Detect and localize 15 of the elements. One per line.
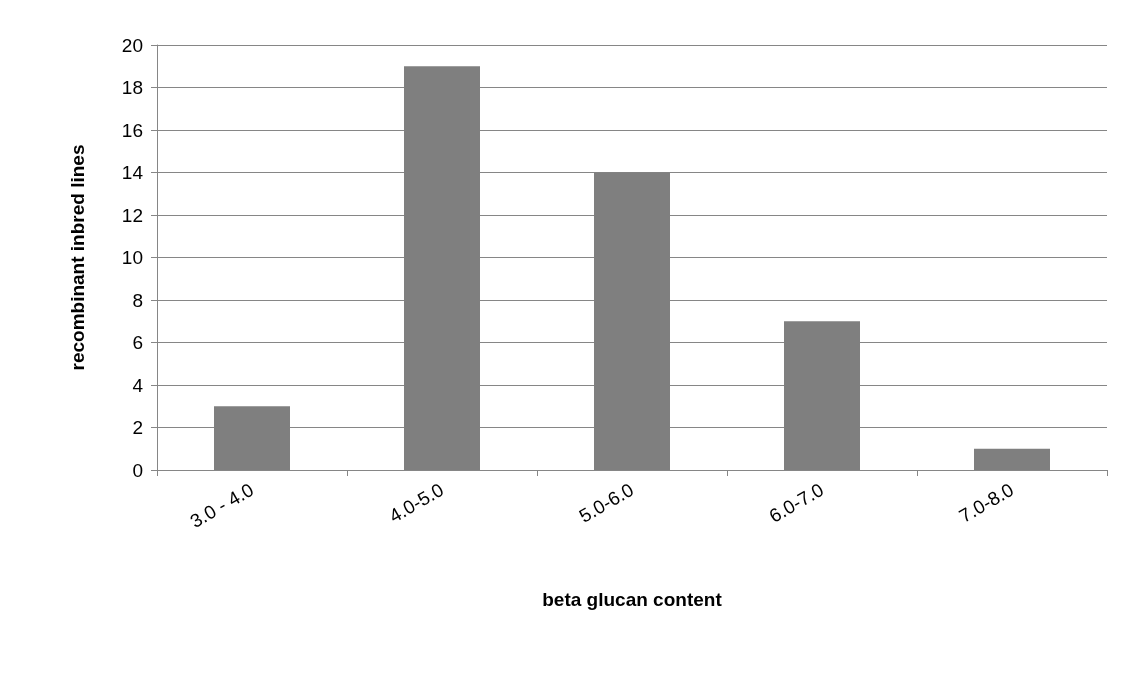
- y-tick-label: 20: [121, 34, 143, 56]
- y-tick-label: 12: [121, 204, 143, 226]
- y-tick-label: 4: [132, 374, 144, 396]
- y-tick-label: 8: [132, 289, 143, 311]
- y-tick-label: 14: [121, 162, 144, 183]
- y-tick-label: 0: [132, 459, 143, 481]
- y-tick-label: 2: [132, 417, 143, 438]
- y-axis-title: recombinant inbred lines: [67, 144, 88, 371]
- bar: [974, 448, 1050, 470]
- y-tick-label: 6: [132, 332, 143, 353]
- x-tick-label: 3.0 - 4.0: [186, 478, 258, 532]
- x-axis-title: beta glucan content: [542, 589, 723, 610]
- y-tick-label: 16: [121, 119, 143, 141]
- y-tick-label: 10: [121, 247, 143, 268]
- y-tick-label: 18: [121, 77, 143, 98]
